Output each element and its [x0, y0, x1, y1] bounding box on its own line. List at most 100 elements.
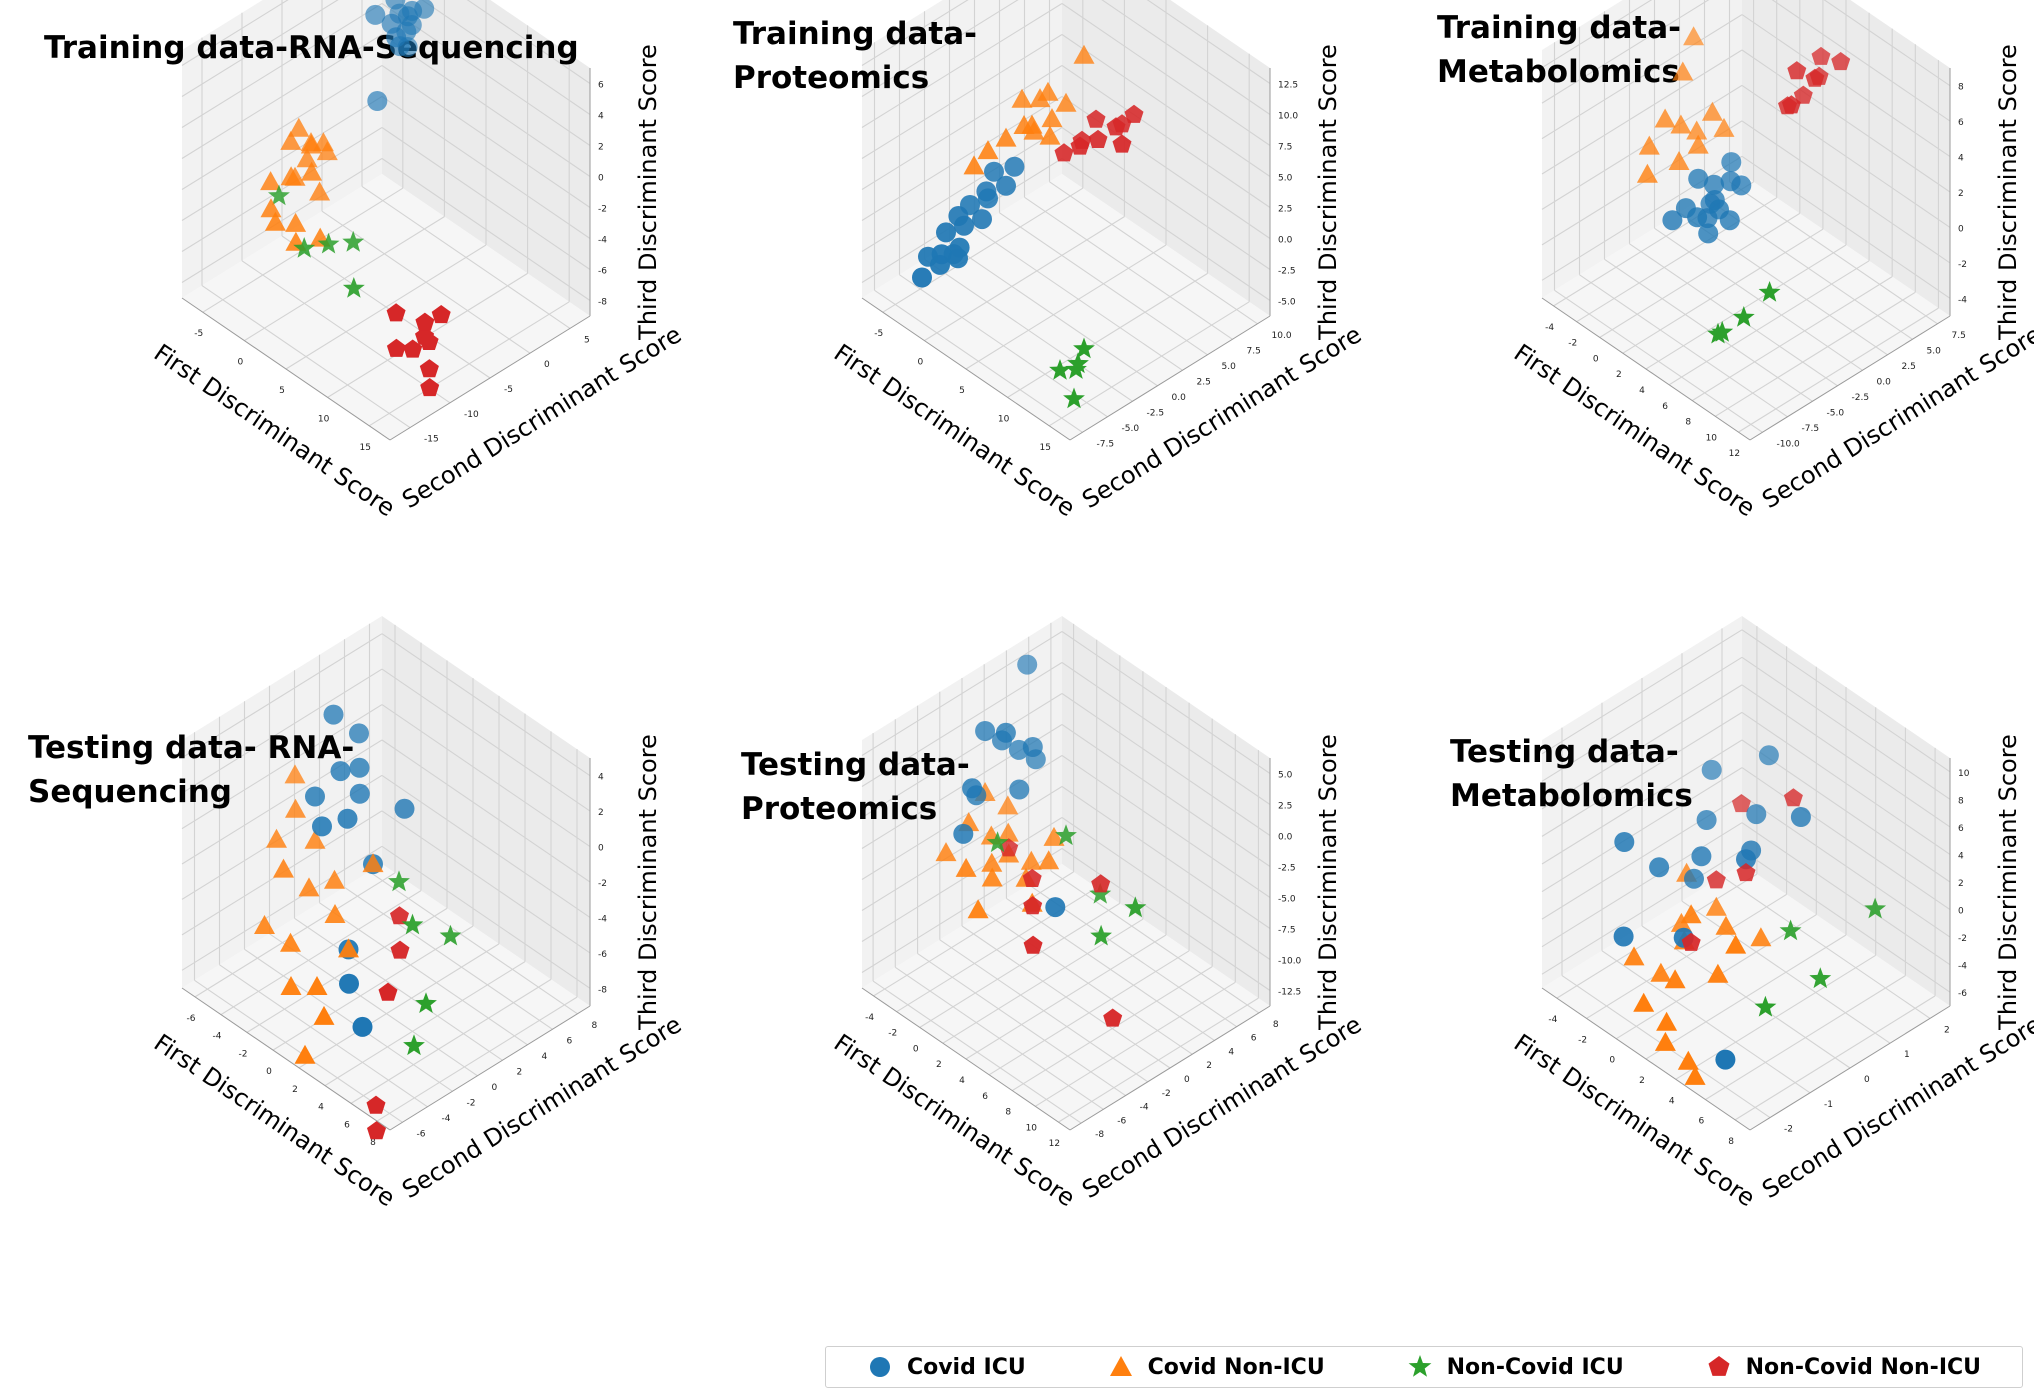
point-covid-icu — [1709, 199, 1729, 220]
z-tick-label: -4 — [598, 914, 607, 924]
legend-label-covid-non-icu: Covid Non-ICU — [1147, 1354, 1325, 1380]
z-tick-label: 2 — [1958, 189, 1964, 199]
z-axis-label: Third Discriminant Score — [1994, 734, 2022, 1031]
point-covid-non-icu — [1041, 108, 1063, 128]
x-tick-label: 5 — [279, 386, 285, 396]
point-covid-icu — [323, 704, 344, 725]
point-covid-non-icu — [995, 127, 1017, 147]
z-tick-label: 10.0 — [1278, 112, 1298, 122]
point-non-covid-non-icu — [403, 339, 423, 358]
x-tick-label: 6 — [1662, 402, 1668, 412]
z-tick-label: 0.0 — [1278, 236, 1293, 246]
legend-label-non-covid-icu: Non-Covid ICU — [1446, 1354, 1624, 1380]
star-marker-icon — [1408, 1355, 1432, 1377]
point-covid-non-icu — [1021, 114, 1043, 134]
y-tick-label: -5.0 — [1122, 424, 1140, 434]
point-covid-non-icu — [1713, 117, 1735, 137]
point-covid-icu — [1022, 737, 1043, 757]
z-tick-label: 0 — [1958, 224, 1964, 234]
point-covid-icu — [365, 4, 386, 25]
x-tick-label: 6 — [344, 1120, 350, 1130]
x-tick-label: 0 — [238, 358, 244, 368]
x-tick-label: -2 — [888, 1029, 897, 1039]
z-tick-label: -8 — [598, 985, 607, 995]
point-non-covid-non-icu — [419, 331, 439, 350]
point-covid-non-icu — [1636, 163, 1658, 183]
point-covid-non-icu — [273, 858, 294, 878]
panel-title: Training data-RNA-Sequencing — [44, 30, 579, 66]
point-non-covid-icu — [1067, 352, 1089, 374]
z-tick-label: -7.5 — [1278, 926, 1296, 936]
y-tick-label: -5 — [504, 385, 513, 395]
z-tick-label: 6 — [1958, 118, 1964, 128]
x-tick-label: -6 — [187, 1014, 196, 1024]
data-points — [935, 654, 1147, 1027]
x-tick-label: 4 — [1639, 386, 1645, 396]
point-non-covid-icu — [268, 184, 290, 206]
point-covid-icu — [1696, 810, 1717, 830]
x-tick-label: 6 — [982, 1092, 988, 1102]
point-covid-non-icu — [1677, 1050, 1699, 1070]
x-tick-label: 0 — [918, 358, 924, 368]
point-covid-non-icu — [1701, 101, 1723, 121]
panel-2: -5 0 5 10 15 -7.5 -5.0 -2.5 0.0 2.5 5.0 7.5 10.0 -5.0… — [733, 0, 1366, 522]
y-tick-label: 8 — [592, 1021, 598, 1031]
legend-item-non-covid-icu: Non-Covid ICU — [1407, 1354, 1624, 1380]
point-covid-non-icu — [1686, 120, 1708, 140]
point-covid-non-icu — [1668, 151, 1690, 170]
panel-title: Metabolomics — [1437, 54, 1680, 90]
z-tick-label: 10 — [1958, 769, 1970, 779]
point-non-covid-non-icu — [415, 312, 435, 331]
y-tick-label: 1 — [1904, 1050, 1910, 1060]
point-covid-non-icu — [1623, 946, 1645, 966]
point-covid-icu — [1704, 174, 1724, 195]
legend-item-non-covid-non-icu: Non-Covid Non-ICU — [1706, 1354, 1981, 1380]
point-non-covid-non-icu — [420, 378, 440, 397]
point-covid-icu — [962, 778, 983, 799]
point-covid-non-icu — [997, 822, 1019, 842]
point-covid-icu — [1688, 168, 1709, 189]
legend-item-covid-non-icu: Covid Non-ICU — [1108, 1354, 1325, 1380]
point-covid-icu — [978, 188, 998, 209]
point-covid-icu — [1746, 804, 1767, 825]
x-tick-label: 2 — [292, 1085, 298, 1095]
axis-edges — [1541, 758, 1951, 1131]
point-covid-icu — [1698, 223, 1719, 244]
point-non-covid-non-icu — [1736, 863, 1756, 882]
point-covid-non-icu — [294, 1044, 316, 1064]
point-covid-non-icu — [280, 130, 302, 150]
x-tick-label: 2 — [936, 1060, 942, 1070]
z-axis-label: Third Discriminant Score — [1314, 734, 1342, 1031]
z-tick-label: -2 — [598, 879, 607, 889]
point-non-covid-non-icu — [1811, 46, 1831, 65]
data-points — [1636, 26, 1851, 344]
z-tick-label: 4 — [598, 773, 604, 783]
z-tick-label: -5.0 — [1278, 298, 1296, 308]
point-covid-icu — [975, 721, 996, 741]
triangle-marker-icon — [1109, 1356, 1132, 1376]
point-non-covid-icu — [439, 924, 462, 946]
z-tick-label: -4 — [1958, 295, 1967, 305]
panel-title: Training data- — [733, 16, 977, 52]
data-points — [1613, 745, 1887, 1085]
z-tick-label: 8 — [1958, 796, 1964, 806]
point-covid-non-icu — [309, 181, 331, 201]
z-tick-label: 2 — [598, 808, 604, 818]
axis-edges — [861, 758, 1271, 1131]
point-covid-icu — [912, 267, 932, 288]
y-tick-label: 2.5 — [1902, 362, 1916, 372]
y-tick-label: -7.5 — [1097, 439, 1115, 449]
z-tick-label: 2.5 — [1278, 205, 1292, 215]
point-non-covid-non-icu — [1124, 104, 1144, 123]
y-tick-label: -2.5 — [1852, 393, 1870, 403]
legend-label-covid-icu: Covid ICU — [906, 1354, 1026, 1380]
point-non-covid-non-icu — [386, 303, 406, 322]
point-covid-non-icu — [1750, 927, 1772, 947]
point-covid-icu — [1009, 779, 1030, 800]
point-covid-icu — [339, 973, 359, 994]
y-tick-label: -4 — [1140, 1103, 1149, 1113]
point-non-covid-non-icu — [1805, 68, 1825, 87]
grid-lines — [181, 623, 591, 1123]
x-tick-label: 0 — [913, 1044, 919, 1054]
z-tick-label: 2 — [598, 143, 604, 153]
